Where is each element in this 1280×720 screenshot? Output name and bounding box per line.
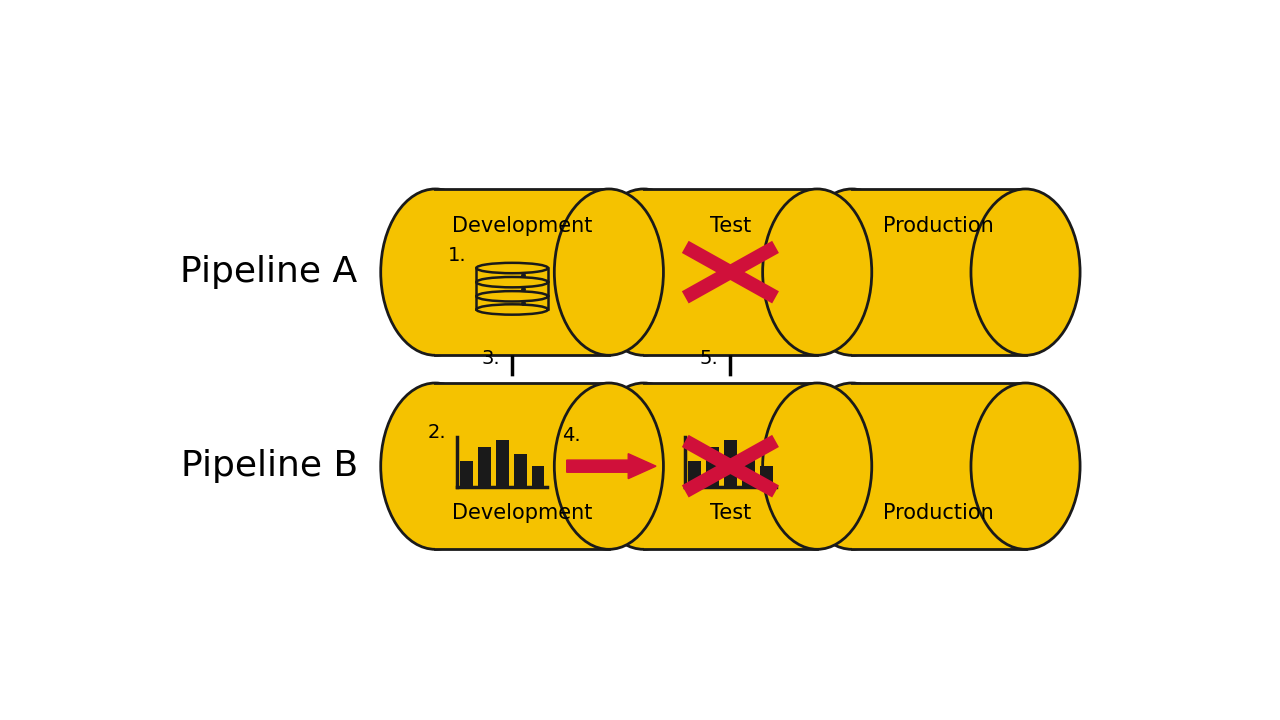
Ellipse shape [763, 189, 872, 355]
Ellipse shape [476, 263, 548, 273]
Text: Production: Production [883, 503, 995, 523]
Text: 3.: 3. [481, 348, 500, 367]
Bar [513, 454, 526, 487]
Ellipse shape [972, 189, 1080, 355]
Bar [644, 383, 817, 549]
Text: 5.: 5. [700, 348, 718, 367]
Text: Production: Production [883, 215, 995, 235]
Text: Pipeline B: Pipeline B [180, 449, 357, 483]
Bar [742, 454, 755, 487]
Ellipse shape [763, 383, 872, 549]
Bar [707, 447, 719, 487]
Ellipse shape [972, 383, 1080, 549]
Bar [852, 383, 1025, 549]
Bar [689, 462, 701, 487]
Bar [495, 440, 508, 487]
Bar [477, 447, 490, 487]
Text: 4.: 4. [562, 426, 581, 446]
Ellipse shape [554, 383, 663, 549]
Text: Development: Development [452, 503, 593, 523]
Bar [760, 466, 773, 487]
Ellipse shape [589, 383, 698, 549]
Bar [724, 440, 737, 487]
Text: 1.: 1. [448, 246, 466, 265]
Bar [531, 466, 544, 487]
Ellipse shape [797, 383, 906, 549]
Ellipse shape [476, 291, 548, 302]
Text: Pipeline A: Pipeline A [180, 255, 357, 289]
Bar [435, 189, 609, 355]
Bar [476, 268, 548, 282]
Ellipse shape [589, 189, 698, 355]
Bar [476, 282, 548, 295]
Ellipse shape [380, 383, 490, 549]
Ellipse shape [476, 277, 548, 287]
Bar [644, 189, 817, 355]
Text: 2.: 2. [428, 423, 447, 442]
Bar [435, 383, 609, 549]
Ellipse shape [797, 189, 906, 355]
Bar [460, 462, 472, 487]
Ellipse shape [476, 305, 548, 315]
Ellipse shape [554, 189, 663, 355]
Bar [476, 297, 548, 310]
Polygon shape [567, 454, 657, 479]
Text: Development: Development [452, 215, 593, 235]
Ellipse shape [380, 189, 490, 355]
Text: Test: Test [710, 503, 751, 523]
Bar [852, 189, 1025, 355]
Text: Test: Test [710, 215, 751, 235]
